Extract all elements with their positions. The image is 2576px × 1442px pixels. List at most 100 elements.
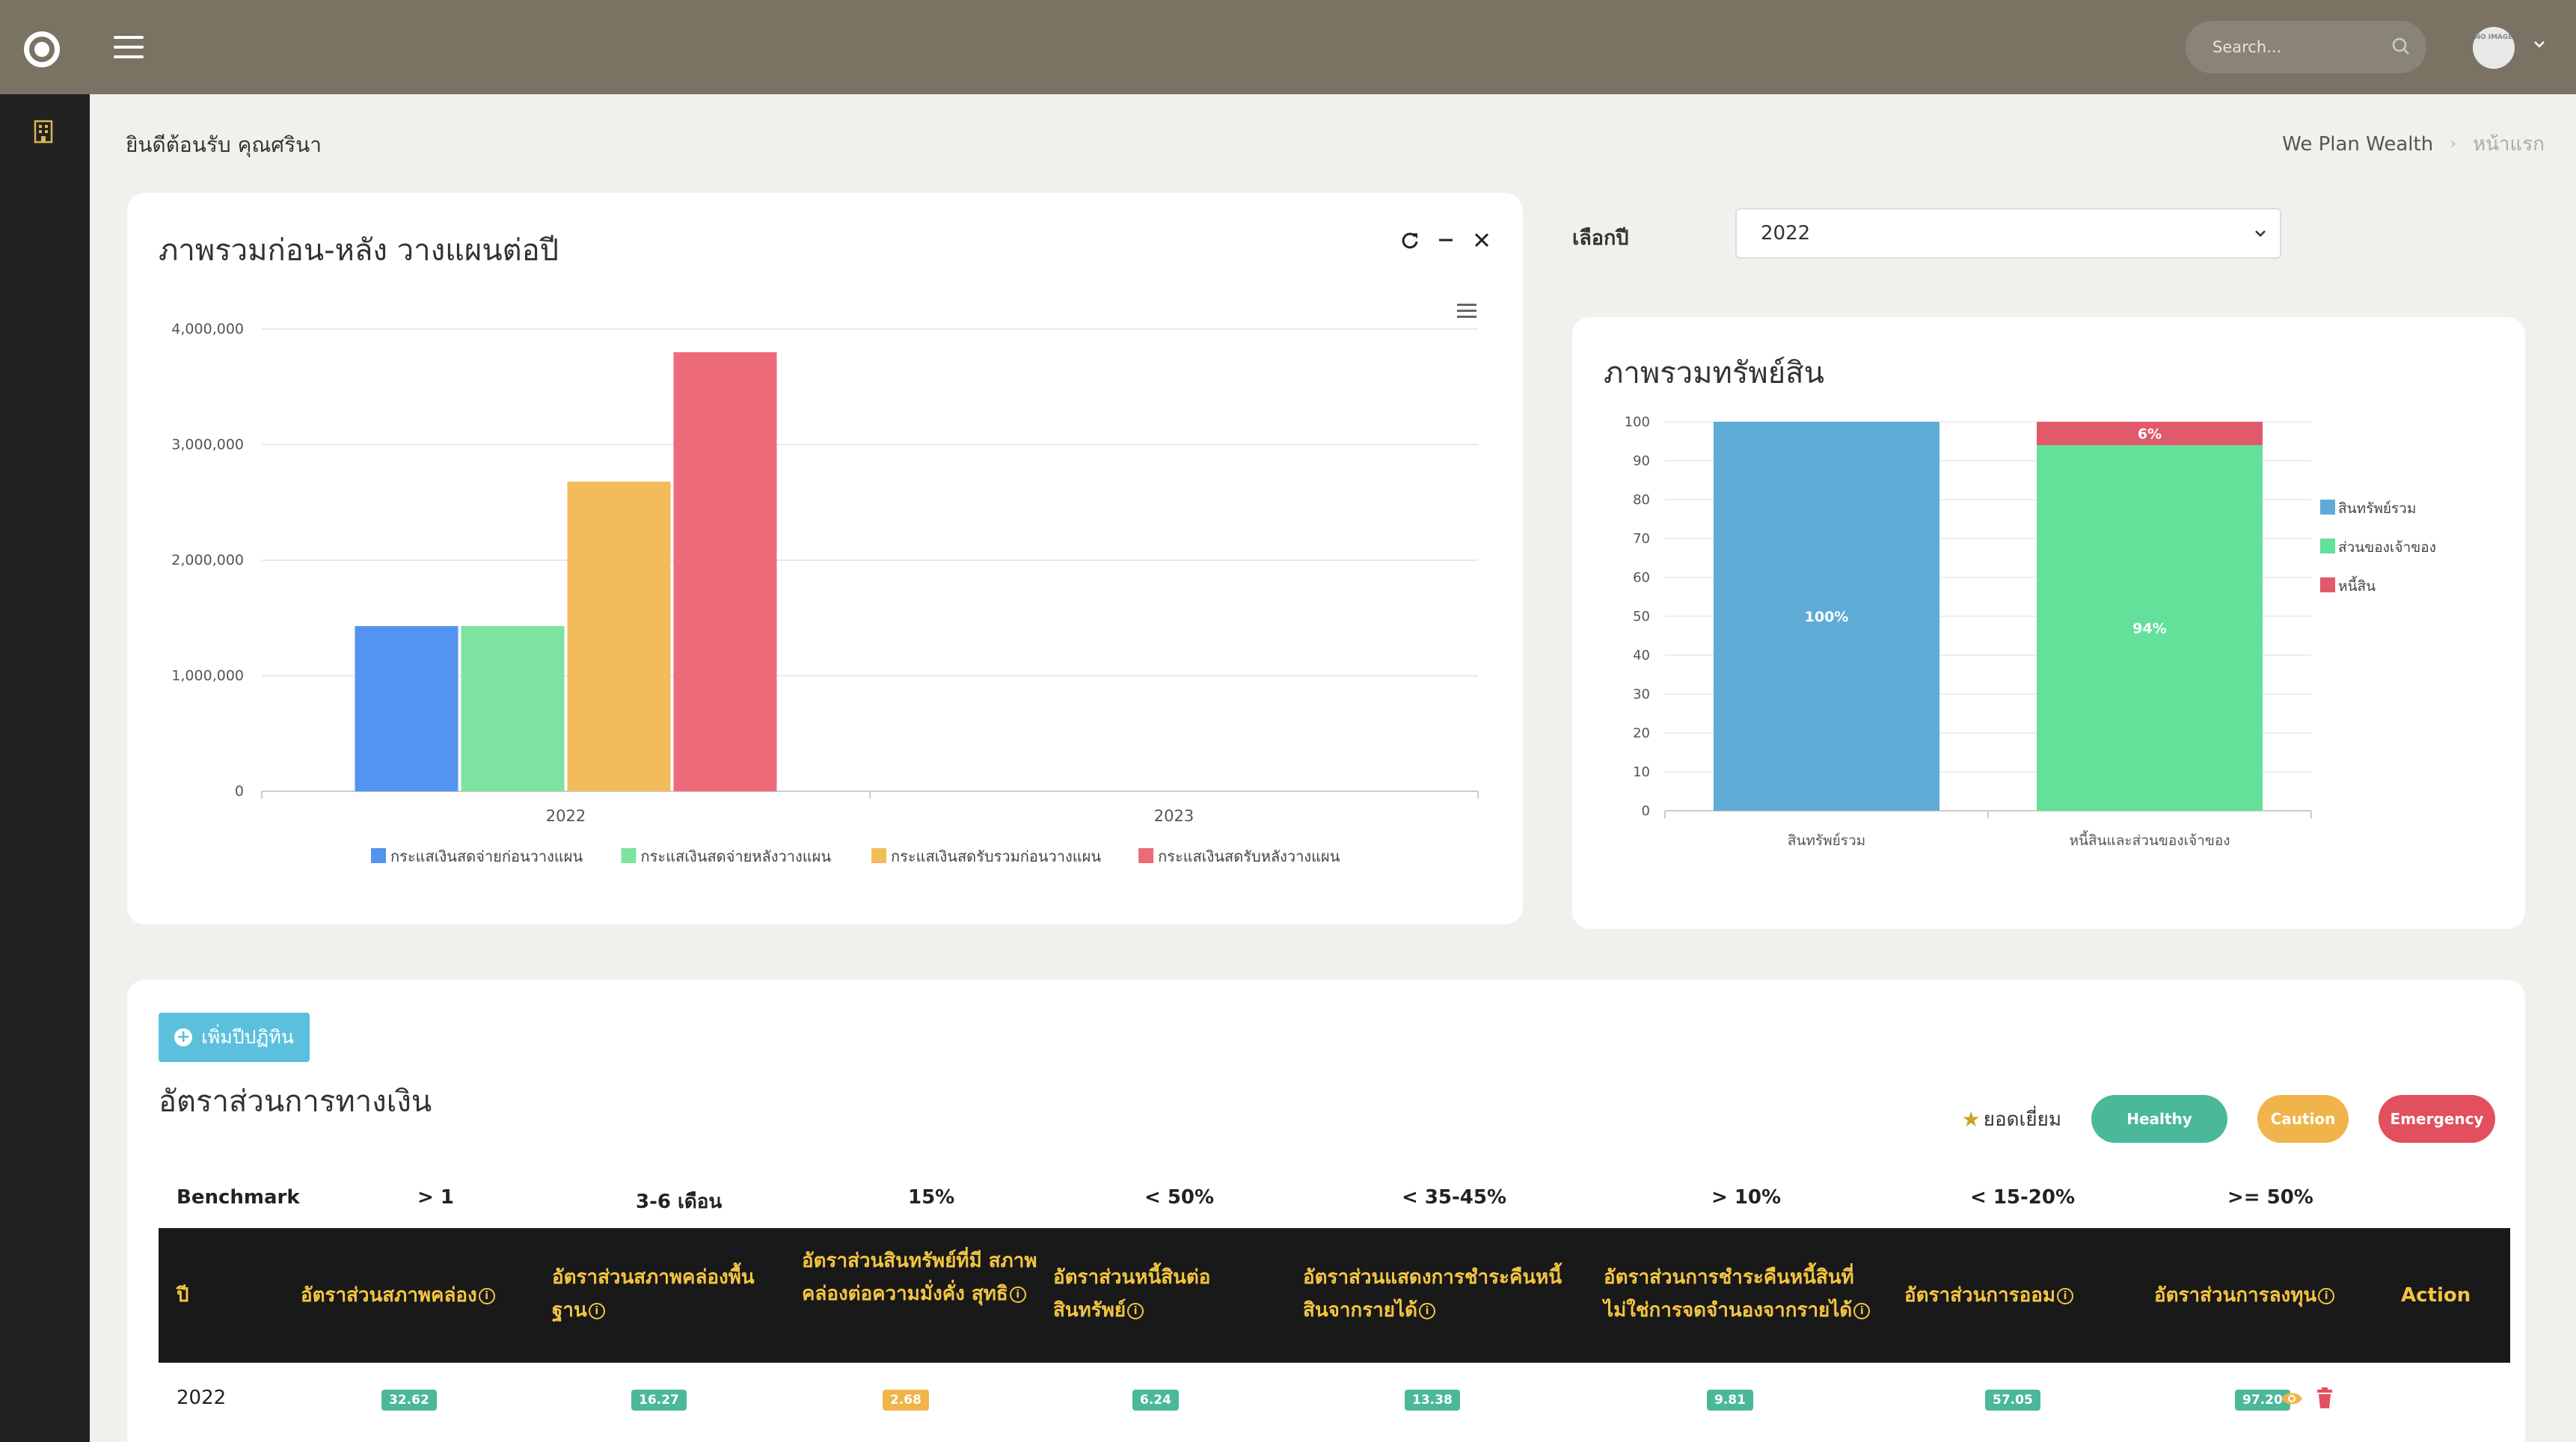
- ratio-badge: 16.27: [631, 1390, 687, 1411]
- y-tick-label: 50: [1633, 609, 1650, 625]
- info-icon[interactable]: i: [1853, 1302, 1871, 1319]
- y-tick-label: 3,000,000: [171, 437, 244, 453]
- welcome-text: ยินดีต้อนรับ คุณศรินา: [126, 132, 322, 157]
- legend-label: สินทรัพย์รวม: [2338, 500, 2416, 517]
- legend-swatch: [871, 848, 886, 863]
- column-header: อัตราส่วนการลงทุน i: [2154, 1279, 2393, 1312]
- column-header: อัตราส่วนแสดงการชำระคืนหนี้ สินจากรายได้…: [1303, 1261, 1587, 1327]
- info-icon[interactable]: i: [478, 1287, 495, 1304]
- info-icon[interactable]: i: [1418, 1302, 1435, 1319]
- chevron-down-icon: [2255, 230, 2266, 237]
- y-tick-label: 2,000,000: [171, 552, 244, 568]
- legend-swatch: [2320, 500, 2335, 515]
- x-tick-label: หนี้สินและส่วนของเจ้าของ: [2069, 830, 2230, 849]
- info-icon[interactable]: i: [1009, 1286, 1026, 1303]
- bar: [2037, 422, 2263, 446]
- before-after-chart: 0 1,000,000 2,000,000 3,000,000 4,000,000 202…: [171, 304, 1479, 865]
- info-icon[interactable]: i: [2318, 1287, 2335, 1304]
- ratio-badge: 13.38: [1405, 1390, 1460, 1411]
- column-header: อัตราส่วนการชำระคืนหนี้สินที่ ไม่ใช่การจ…: [1604, 1261, 1888, 1327]
- column-header-label: อัตราส่วนการลงทุน: [2154, 1284, 2317, 1307]
- close-icon[interactable]: [1471, 229, 1493, 251]
- info-icon[interactable]: i: [2056, 1287, 2073, 1304]
- refresh-icon[interactable]: [1399, 229, 1421, 251]
- y-tick-label: 100: [1625, 414, 1650, 430]
- data-label: 94%: [2132, 621, 2166, 637]
- column-header: อัตราส่วนสภาพคล่อง i: [301, 1279, 540, 1312]
- ratios-title: อัตราส่วนการทางเงิน: [159, 1084, 432, 1119]
- bar: [567, 481, 671, 791]
- year-select[interactable]: 2022: [1735, 208, 2281, 259]
- chevron-right-icon: ›: [2450, 135, 2457, 153]
- view-icon[interactable]: [2280, 1388, 2304, 1409]
- benchmark-label: Benchmark: [177, 1186, 300, 1209]
- benchmark-value: < 50%: [1144, 1186, 1215, 1209]
- y-tick-label: 70: [1633, 531, 1650, 547]
- column-header-label: อัตราส่วนการออม: [1904, 1284, 2055, 1307]
- card-title: ภาพรวมทรัพย์สิน: [1604, 356, 1824, 390]
- search-input[interactable]: [2212, 34, 2385, 60]
- delete-icon[interactable]: [2316, 1387, 2334, 1409]
- legend-swatch: [371, 848, 386, 863]
- legend-label: กระแสเงินสดรับหลังวางแผน: [1158, 847, 1340, 865]
- financial-ratios-card: + เพิ่มปีปฏิทิน อัตราส่วนการทางเงิน ★ ยอ…: [127, 980, 2525, 1442]
- info-icon[interactable]: i: [1127, 1302, 1144, 1319]
- column-header: อัตราส่วนการออม i: [1904, 1279, 2144, 1312]
- chevron-down-icon[interactable]: [2531, 36, 2548, 52]
- x-tick-label: 2023: [1154, 807, 1194, 825]
- y-tick-label: 0: [235, 783, 244, 800]
- menu-toggle-icon[interactable]: [114, 36, 144, 58]
- chart-menu-icon: [1457, 316, 1476, 318]
- add-year-button-label: เพิ่มปีปฏิทิน: [201, 1026, 294, 1048]
- legend-label: หนี้สิน: [2338, 576, 2376, 595]
- column-header-label: อัตราส่วนแสดงการชำระคืนหนี้ สินจากรายได้: [1303, 1266, 1563, 1322]
- ratios-table-header: ปี อัตราส่วนสภาพคล่อง i อัตราส่วนสภาพคล่อ…: [159, 1228, 2510, 1363]
- column-header: อัตราส่วนสภาพคล่องพื้น ฐาน i: [552, 1261, 776, 1327]
- ratio-badge: 32.62: [381, 1390, 437, 1411]
- column-header-year: ปี: [177, 1284, 189, 1307]
- x-tick-label: สินทรัพย์รวม: [1788, 832, 1865, 849]
- chart-menu-icon: [1457, 310, 1476, 312]
- benchmark-value: 15%: [908, 1186, 955, 1209]
- add-year-button[interactable]: + เพิ่มปีปฏิทิน: [159, 1013, 310, 1062]
- ratio-badge: 57.05: [1985, 1390, 2040, 1411]
- legend-label: กระแสเงินสดจ่ายก่อนวางแผน: [390, 847, 583, 865]
- legend-caution-badge: Caution: [2257, 1095, 2349, 1143]
- avatar[interactable]: NO IMAGE: [2473, 27, 2515, 69]
- y-tick-label: 90: [1633, 453, 1650, 469]
- legend-swatch: [621, 848, 637, 863]
- column-header-label: อัตราส่วนสภาพคล่อง: [301, 1284, 477, 1307]
- card-tools: [1399, 229, 1493, 251]
- y-tick-label: 10: [1633, 764, 1650, 780]
- year-select-label: เลือกปี: [1572, 227, 1629, 250]
- column-header-label: อัตราส่วนการชำระคืนหนี้สินที่ ไม่ใช่การจ…: [1604, 1266, 1854, 1322]
- benchmark-value: > 10%: [1711, 1186, 1782, 1209]
- legend-swatch: [2320, 577, 2335, 592]
- building-icon[interactable]: [30, 118, 57, 145]
- y-tick-label: 60: [1633, 570, 1650, 586]
- legend-swatch: [2320, 539, 2335, 553]
- y-tick-label: 4,000,000: [171, 321, 244, 337]
- legend-excellent: ★ ยอดเยี่ยม: [1962, 1104, 2061, 1135]
- x-tick-label: 2022: [546, 807, 586, 825]
- search-box: [2186, 21, 2426, 73]
- y-tick-label: 20: [1633, 725, 1650, 741]
- legend-label: กระแสเงินสดรับรวมก่อนวางแผน: [891, 847, 1101, 865]
- info-icon[interactable]: i: [588, 1302, 605, 1319]
- column-header-label: อัตราส่วนสินทรัพย์ที่มี สภาพคล่องต่อความ…: [802, 1250, 1037, 1305]
- minimize-icon[interactable]: [1435, 229, 1457, 251]
- benchmark-value: < 35-45%: [1402, 1186, 1507, 1209]
- column-header-label: อัตราส่วนสภาพคล่องพื้น ฐาน: [552, 1266, 755, 1322]
- app-logo[interactable]: [24, 31, 60, 67]
- breadcrumb: We Plan Wealth › หน้าแรก: [2282, 129, 2545, 159]
- legend-label: กระแสเงินสดจ่ายหลังวางแผน: [641, 847, 832, 865]
- ratio-badge: 9.81: [1707, 1390, 1753, 1411]
- y-tick-label: 40: [1633, 648, 1650, 663]
- table-row: 2022 32.62 16.27 2.68 6.24 13.38 9.81 57…: [159, 1363, 2510, 1435]
- bar: [673, 352, 777, 791]
- benchmark-row: Benchmark > 1 3-6 เดือน 15% < 50% < 35-4…: [159, 1176, 2510, 1218]
- legend-swatch: [1138, 848, 1154, 863]
- search-icon[interactable]: [2389, 34, 2413, 58]
- legend-emergency-badge: Emergency: [2379, 1095, 2495, 1143]
- breadcrumb-home[interactable]: We Plan Wealth: [2282, 132, 2434, 156]
